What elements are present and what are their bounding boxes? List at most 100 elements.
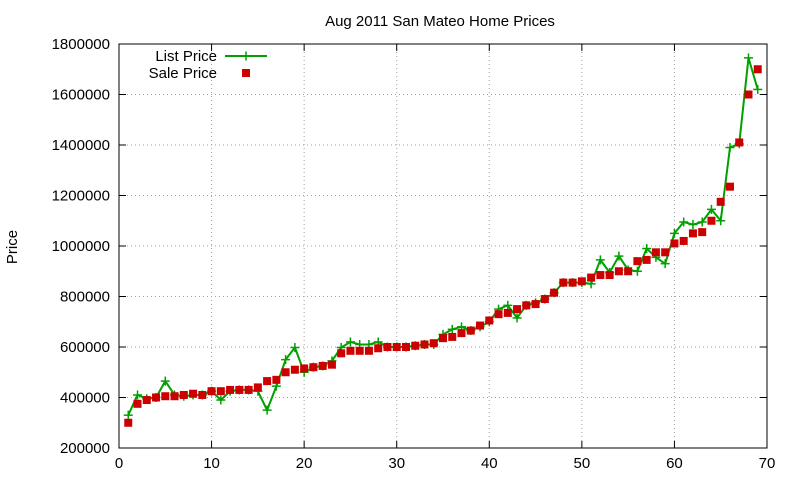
sale-price-point bbox=[531, 300, 540, 309]
sale-price-point bbox=[707, 216, 716, 225]
sale-price-point bbox=[401, 343, 410, 351]
sale-price-point bbox=[198, 390, 207, 399]
sale-price-point bbox=[457, 329, 466, 338]
sale-price-point bbox=[124, 418, 133, 427]
sale-price-point bbox=[272, 375, 281, 384]
x-tick-label: 50 bbox=[574, 455, 591, 472]
sale-price-point bbox=[429, 339, 438, 348]
sale-price-point bbox=[327, 360, 336, 369]
sale-price-point bbox=[568, 278, 577, 287]
legend-label: List Price bbox=[155, 48, 217, 65]
plot-area bbox=[123, 53, 763, 427]
list-price-point bbox=[632, 266, 642, 276]
list-price-point bbox=[290, 343, 300, 353]
list-price-point bbox=[595, 255, 605, 265]
axis-ticks: 0 10 20 30 40 50 60 70 200000 400000 600000 800000 1… bbox=[52, 36, 776, 472]
sale-price-point bbox=[300, 364, 309, 373]
sale-price-point bbox=[503, 308, 512, 317]
sale-price-point bbox=[152, 393, 161, 402]
x-tick-label: 10 bbox=[203, 455, 220, 472]
y-tick-label: 400000 bbox=[60, 390, 110, 407]
sale-price-point bbox=[133, 399, 142, 408]
list-price-point bbox=[688, 220, 698, 230]
list-price-line bbox=[127, 56, 759, 416]
series-list-price bbox=[123, 53, 763, 420]
sale-price-point bbox=[281, 368, 290, 377]
y-tick-label: 600000 bbox=[60, 339, 110, 356]
sale-price-point bbox=[364, 346, 373, 355]
sale-price-point bbox=[392, 343, 401, 351]
x-tick-label: 20 bbox=[296, 455, 313, 472]
sale-price-point bbox=[679, 236, 688, 245]
list-price-point bbox=[725, 143, 735, 153]
legend-square-swatch bbox=[242, 69, 250, 77]
legend-label: Sale Price bbox=[149, 65, 217, 82]
grid-lines bbox=[119, 44, 767, 448]
sale-price-point bbox=[494, 310, 503, 319]
sale-price-point bbox=[698, 228, 707, 237]
sale-price-point bbox=[559, 278, 568, 287]
list-price-point bbox=[743, 53, 753, 63]
sale-price-point bbox=[688, 229, 697, 238]
sale-price-point bbox=[207, 387, 216, 396]
list-price-point bbox=[123, 410, 133, 420]
list-price-point bbox=[216, 395, 226, 405]
sale-price-point bbox=[735, 138, 744, 147]
plot-frame bbox=[118, 43, 768, 449]
sale-price-point bbox=[253, 383, 262, 392]
list-price-point bbox=[706, 204, 716, 214]
sale-price-point bbox=[411, 341, 420, 350]
y-tick-label: 800000 bbox=[60, 289, 110, 306]
sale-price-point bbox=[596, 271, 605, 280]
sale-price-point bbox=[355, 346, 364, 355]
list-price-point bbox=[345, 337, 355, 347]
sale-price-point bbox=[605, 271, 614, 280]
sale-price-point bbox=[346, 346, 355, 355]
sale-price-point bbox=[633, 257, 642, 266]
sale-price-point bbox=[244, 385, 253, 394]
x-tick-label: 30 bbox=[388, 455, 405, 472]
sale-price-point bbox=[670, 239, 679, 248]
sale-price-point bbox=[318, 361, 327, 370]
sale-price-point bbox=[290, 365, 299, 374]
sale-price-point bbox=[466, 326, 475, 335]
sale-price-point bbox=[522, 301, 531, 310]
y-tick-label: 1400000 bbox=[52, 137, 110, 154]
list-price-point bbox=[262, 405, 272, 415]
list-price-point bbox=[669, 228, 679, 238]
list-price-point bbox=[614, 251, 624, 261]
sale-price-point bbox=[161, 392, 170, 401]
list-price-point bbox=[679, 217, 689, 227]
sale-price-point bbox=[448, 332, 457, 341]
sale-price-point bbox=[337, 349, 346, 358]
sale-price-point bbox=[170, 392, 179, 401]
chart-title: Aug 2011 San Mateo Home Prices bbox=[325, 13, 555, 30]
y-tick-label: 1800000 bbox=[52, 36, 110, 53]
sale-price-point bbox=[439, 334, 447, 343]
sale-price-point bbox=[374, 344, 383, 353]
x-tick-label: 0 bbox=[115, 455, 123, 472]
sale-price-point bbox=[577, 277, 586, 286]
legend-cross-swatch bbox=[241, 51, 251, 61]
sale-price-point bbox=[624, 267, 633, 276]
sale-price-point bbox=[142, 396, 151, 405]
sale-price-point bbox=[744, 90, 753, 99]
series-sale-price bbox=[124, 65, 762, 427]
x-tick-label: 70 bbox=[759, 455, 776, 472]
sale-price-point bbox=[383, 343, 392, 351]
list-price-point bbox=[642, 244, 652, 254]
y-tick-label: 1600000 bbox=[52, 87, 110, 104]
sale-price-point bbox=[753, 65, 762, 74]
sale-price-point bbox=[226, 385, 235, 394]
sale-price-point bbox=[485, 316, 494, 325]
sale-price-point bbox=[587, 273, 596, 282]
sale-price-point bbox=[179, 390, 188, 399]
x-tick-label: 40 bbox=[481, 455, 498, 472]
sale-price-point bbox=[513, 305, 522, 314]
sale-price-point bbox=[651, 248, 660, 257]
sale-price-point bbox=[235, 385, 244, 394]
list-price-point bbox=[281, 355, 291, 365]
sale-price-point bbox=[216, 387, 225, 396]
list-price-point bbox=[447, 324, 457, 334]
